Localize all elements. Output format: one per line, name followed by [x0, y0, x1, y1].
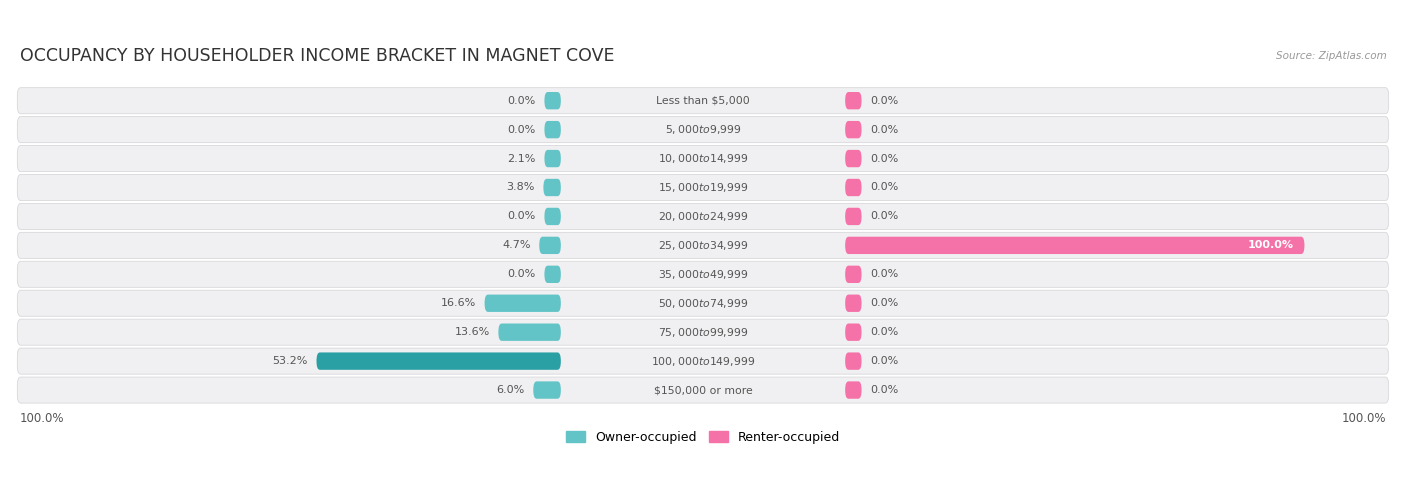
FancyBboxPatch shape	[845, 121, 862, 139]
FancyBboxPatch shape	[845, 382, 862, 399]
Text: 0.0%: 0.0%	[870, 269, 898, 279]
FancyBboxPatch shape	[544, 92, 561, 109]
Text: 0.0%: 0.0%	[870, 385, 898, 395]
Text: Less than $5,000: Less than $5,000	[657, 96, 749, 105]
FancyBboxPatch shape	[17, 319, 1389, 345]
FancyBboxPatch shape	[845, 266, 862, 283]
FancyBboxPatch shape	[17, 87, 1389, 114]
FancyBboxPatch shape	[17, 145, 1389, 172]
Text: $150,000 or more: $150,000 or more	[654, 385, 752, 395]
FancyBboxPatch shape	[544, 266, 561, 283]
Text: 0.0%: 0.0%	[870, 96, 898, 105]
Text: 2.1%: 2.1%	[508, 154, 536, 164]
FancyBboxPatch shape	[845, 324, 862, 341]
Text: 0.0%: 0.0%	[870, 356, 898, 366]
Text: 100.0%: 100.0%	[20, 413, 65, 426]
Text: 100.0%: 100.0%	[1247, 241, 1294, 250]
Legend: Owner-occupied, Renter-occupied: Owner-occupied, Renter-occupied	[567, 431, 839, 444]
FancyBboxPatch shape	[17, 261, 1389, 287]
Text: 0.0%: 0.0%	[870, 298, 898, 308]
Text: 0.0%: 0.0%	[870, 124, 898, 135]
FancyBboxPatch shape	[845, 352, 862, 370]
Text: OCCUPANCY BY HOUSEHOLDER INCOME BRACKET IN MAGNET COVE: OCCUPANCY BY HOUSEHOLDER INCOME BRACKET …	[20, 47, 614, 65]
FancyBboxPatch shape	[17, 377, 1389, 403]
Text: 0.0%: 0.0%	[508, 211, 536, 222]
FancyBboxPatch shape	[540, 237, 561, 254]
Text: $20,000 to $24,999: $20,000 to $24,999	[658, 210, 748, 223]
Text: 3.8%: 3.8%	[506, 183, 534, 192]
FancyBboxPatch shape	[485, 295, 561, 312]
Text: $75,000 to $99,999: $75,000 to $99,999	[658, 326, 748, 339]
Text: 13.6%: 13.6%	[454, 327, 489, 337]
FancyBboxPatch shape	[17, 204, 1389, 229]
Text: $50,000 to $74,999: $50,000 to $74,999	[658, 297, 748, 310]
FancyBboxPatch shape	[845, 92, 862, 109]
Text: 0.0%: 0.0%	[870, 327, 898, 337]
FancyBboxPatch shape	[544, 150, 561, 167]
Text: 0.0%: 0.0%	[508, 269, 536, 279]
FancyBboxPatch shape	[17, 174, 1389, 201]
Text: $10,000 to $14,999: $10,000 to $14,999	[658, 152, 748, 165]
Text: 0.0%: 0.0%	[870, 154, 898, 164]
FancyBboxPatch shape	[845, 208, 862, 225]
FancyBboxPatch shape	[498, 324, 561, 341]
Text: Source: ZipAtlas.com: Source: ZipAtlas.com	[1275, 51, 1386, 61]
FancyBboxPatch shape	[845, 179, 862, 196]
FancyBboxPatch shape	[17, 348, 1389, 374]
FancyBboxPatch shape	[845, 295, 862, 312]
Text: $25,000 to $34,999: $25,000 to $34,999	[658, 239, 748, 252]
FancyBboxPatch shape	[316, 352, 561, 370]
Text: 100.0%: 100.0%	[1341, 413, 1386, 426]
FancyBboxPatch shape	[544, 208, 561, 225]
FancyBboxPatch shape	[533, 382, 561, 399]
FancyBboxPatch shape	[543, 179, 561, 196]
Text: $35,000 to $49,999: $35,000 to $49,999	[658, 268, 748, 281]
FancyBboxPatch shape	[17, 232, 1389, 259]
Text: 0.0%: 0.0%	[508, 124, 536, 135]
FancyBboxPatch shape	[17, 290, 1389, 316]
Text: 0.0%: 0.0%	[870, 183, 898, 192]
Text: 6.0%: 6.0%	[496, 385, 524, 395]
Text: 4.7%: 4.7%	[502, 241, 530, 250]
Text: $100,000 to $149,999: $100,000 to $149,999	[651, 355, 755, 367]
Text: 0.0%: 0.0%	[508, 96, 536, 105]
Text: $15,000 to $19,999: $15,000 to $19,999	[658, 181, 748, 194]
Text: 53.2%: 53.2%	[273, 356, 308, 366]
Text: $5,000 to $9,999: $5,000 to $9,999	[665, 123, 741, 136]
FancyBboxPatch shape	[845, 237, 1305, 254]
Text: 0.0%: 0.0%	[870, 211, 898, 222]
FancyBboxPatch shape	[845, 150, 862, 167]
Text: 16.6%: 16.6%	[440, 298, 475, 308]
FancyBboxPatch shape	[544, 121, 561, 139]
FancyBboxPatch shape	[17, 117, 1389, 143]
